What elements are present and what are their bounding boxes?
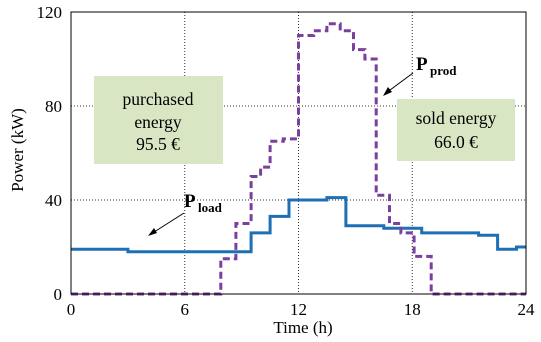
p-prod-arrowhead xyxy=(383,87,392,96)
purchased-energy-line-1: purchased xyxy=(123,89,194,109)
p-load-label: P load xyxy=(148,191,223,236)
p-load-label-main: P xyxy=(184,191,196,212)
p-prod-arrow xyxy=(385,72,414,94)
x-axis-title: Time (h) xyxy=(273,318,332,337)
y-tick-label: 80 xyxy=(45,97,62,116)
purchased-energy-line-2: energy xyxy=(134,112,182,132)
x-tick-label: 24 xyxy=(518,300,536,319)
y-tick-label: 120 xyxy=(37,3,63,22)
purchased-energy-box xyxy=(94,76,223,164)
series-line-p-load xyxy=(71,196,526,254)
x-tick-label: 6 xyxy=(181,300,190,319)
x-tick-label: 18 xyxy=(404,300,421,319)
p-prod-label-main: P xyxy=(416,54,428,75)
p-load-arrow xyxy=(150,212,185,235)
x-tick-label: 12 xyxy=(290,300,307,319)
p-prod-label-sub: prod xyxy=(430,63,457,78)
x-tick-labels: 0 6 12 18 24 xyxy=(67,300,535,319)
sold-energy-value: 66.0 € xyxy=(434,132,478,152)
y-tick-label: 0 xyxy=(54,285,63,304)
y-tick-labels: 0 40 80 120 xyxy=(37,3,63,304)
p-prod-label: P prod xyxy=(383,54,457,96)
sold-energy-box xyxy=(397,99,515,161)
x-tick-label: 0 xyxy=(67,300,76,319)
p-load-label-sub: load xyxy=(198,200,223,215)
p-load-arrowhead xyxy=(148,228,157,236)
annotation-boxes: purchased energy 95.5 € sold energy 66.0… xyxy=(94,76,515,164)
plot-border xyxy=(70,11,527,295)
sold-energy-line-1: sold energy xyxy=(416,108,497,128)
y-axis-title: Power (kW) xyxy=(8,108,27,192)
plot-frame xyxy=(70,11,527,295)
purchased-energy-value: 95.5 € xyxy=(136,134,180,154)
y-tick-label: 40 xyxy=(45,191,62,210)
